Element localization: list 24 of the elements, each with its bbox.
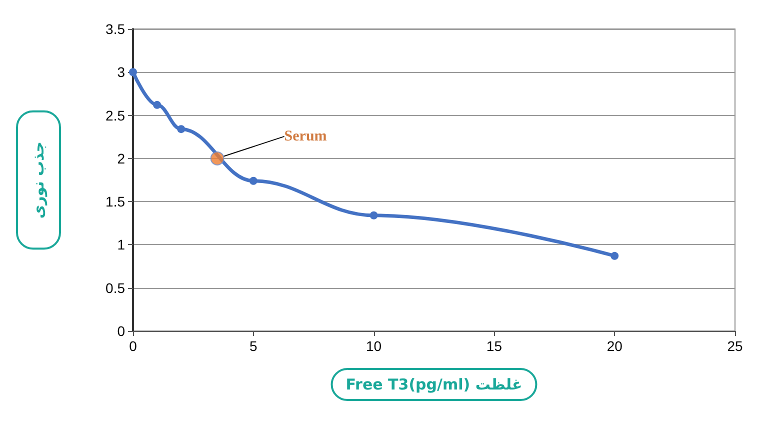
y-tick-label: 0.5 [106,280,126,296]
y-axis-title: جذب نوری [30,141,48,219]
x-tick-label: 10 [366,338,382,354]
y-tick-label: 1.5 [106,194,126,210]
x-tick-label: 25 [727,338,743,354]
point [370,211,378,220]
y-tick-label: 0 [117,323,126,339]
y-tick-label: 3 [117,64,126,80]
point [153,100,162,109]
x-tick-label: 20 [606,338,623,354]
x-tick-label: 0 [129,338,138,354]
x-tick-label: 5 [250,338,258,354]
annotation: Serum [284,128,328,144]
point [210,151,224,166]
y-tick-label: 2 [117,150,126,166]
x-axis-title: Free T3(pg/ml) غلظت [346,376,522,394]
point [249,176,258,185]
point [177,125,186,134]
point [610,252,619,260]
y-tick-label: 3.5 [106,21,126,37]
y-tick-label: 2.5 [106,107,126,124]
y-tick-label: 1 [117,236,126,253]
x-tick-label: 15 [486,338,502,354]
point [129,68,137,76]
